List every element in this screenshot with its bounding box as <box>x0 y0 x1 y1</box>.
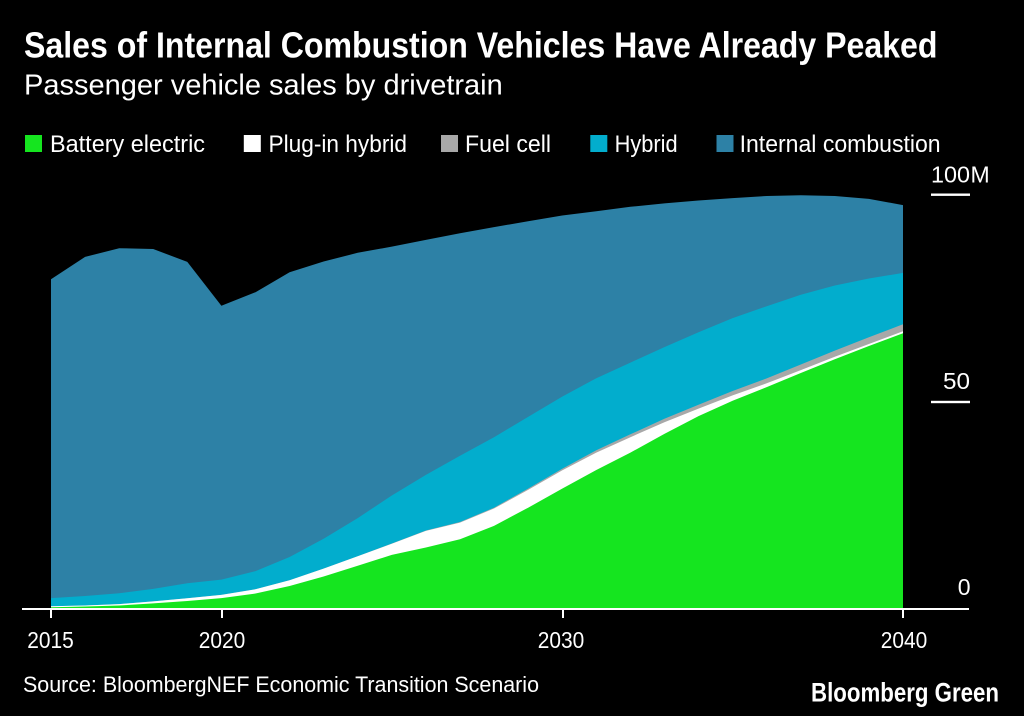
svg-text:Fuel cell: Fuel cell <box>465 131 551 158</box>
svg-text:2040: 2040 <box>881 627 928 653</box>
svg-text:Internal combustion: Internal combustion <box>740 131 941 158</box>
svg-text:Hybrid: Hybrid <box>615 131 678 158</box>
svg-text:50: 50 <box>943 368 970 394</box>
svg-text:M: M <box>971 162 990 188</box>
svg-text:2020: 2020 <box>199 627 246 653</box>
svg-text:Source: BloombergNEF Economic: Source: BloombergNEF Economic Transition… <box>23 672 539 697</box>
svg-text:Passenger vehicle sales by dri: Passenger vehicle sales by drivetrain <box>24 70 503 102</box>
svg-text:100: 100 <box>931 162 970 188</box>
svg-text:2015: 2015 <box>27 627 74 653</box>
svg-text:Battery electric: Battery electric <box>50 131 205 158</box>
svg-text:Sales of Internal Combustion V: Sales of Internal Combustion Vehicles Ha… <box>24 25 938 66</box>
svg-text:0: 0 <box>958 574 971 600</box>
svg-text:Plug-in hybrid: Plug-in hybrid <box>269 131 408 158</box>
svg-text:2030: 2030 <box>538 627 585 653</box>
svg-text:Bloomberg Green: Bloomberg Green <box>811 678 999 708</box>
